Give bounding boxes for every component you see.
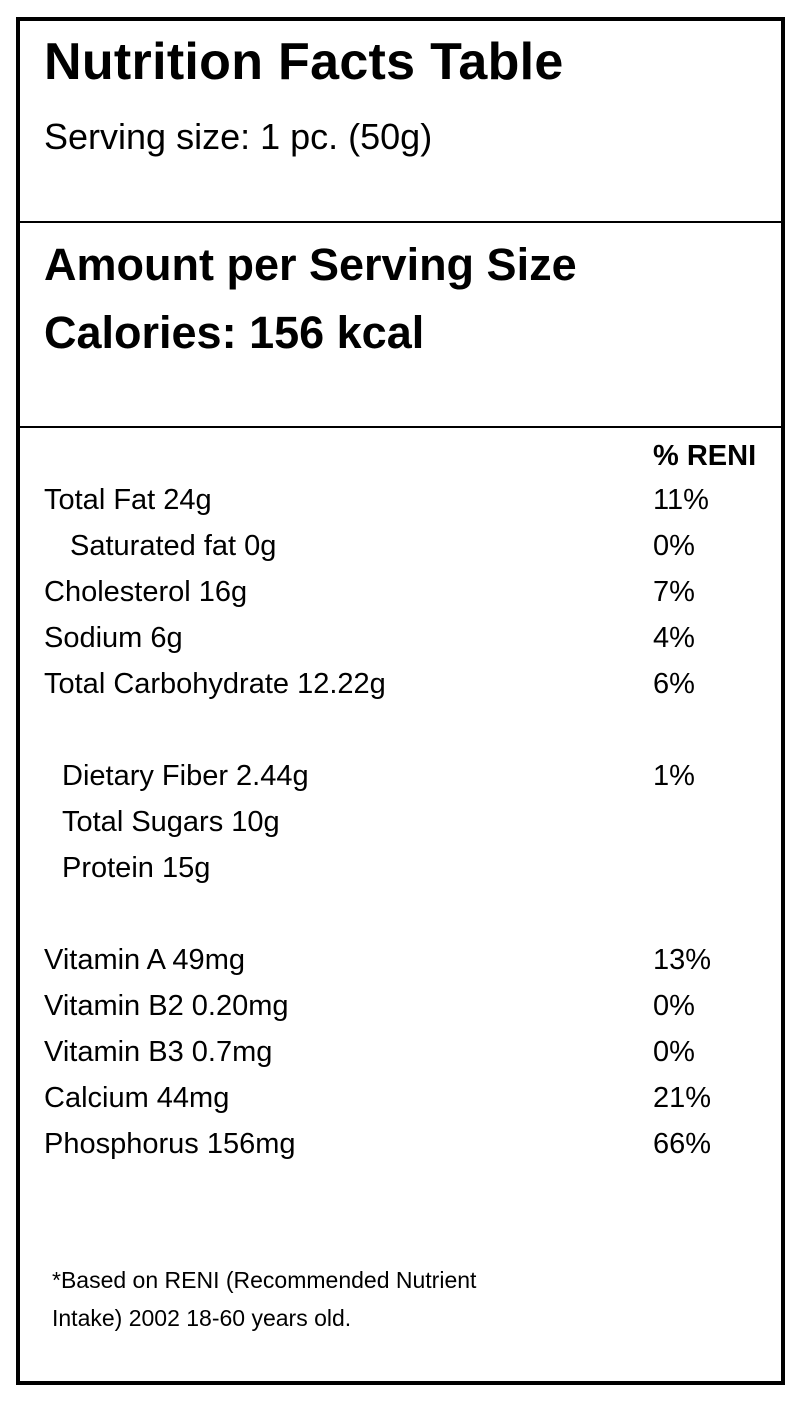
nutrient-reni: 1% (653, 760, 695, 792)
section-divider (20, 221, 781, 223)
nutrient-row: Calcium 44mg 21% (44, 1078, 764, 1118)
amount-per-serving-heading: Amount per Serving Size (44, 239, 577, 290)
nutrient-row: Vitamin B2 0.20mg 0% (44, 986, 764, 1026)
nutrient-name: Dietary Fiber 2.44g (62, 760, 309, 792)
nutrient-name: Total Carbohydrate 12.22g (44, 668, 386, 700)
footnote-line: Intake) 2002 18-60 years old. (52, 1305, 352, 1331)
nutrient-name: Vitamin A 49mg (44, 944, 245, 976)
nutrient-name: Phosphorus 156mg (44, 1128, 296, 1160)
nutrient-reni: 11% (653, 484, 709, 516)
nutrient-row: Protein 15g (44, 848, 764, 888)
calories-value: Calories: 156 kcal (44, 307, 425, 358)
nutrient-name: Vitamin B3 0.7mg (44, 1036, 273, 1068)
nutrient-name: Protein 15g (62, 852, 211, 884)
nutrient-row: Vitamin B3 0.7mg 0% (44, 1032, 764, 1072)
nutrient-row: Total Sugars 10g (44, 802, 764, 842)
label-title: Nutrition Facts Table (44, 33, 564, 91)
nutrient-reni: 6% (653, 668, 695, 700)
nutrient-reni: 7% (653, 576, 695, 608)
nutrient-name: Saturated fat 0g (70, 530, 277, 562)
nutrient-row: Sodium 6g 4% (44, 618, 764, 658)
nutrient-reni: 0% (653, 530, 695, 562)
reni-column-header: % RENI (653, 440, 757, 472)
nutrient-name: Calcium 44mg (44, 1082, 230, 1114)
nutrient-name: Total Sugars 10g (62, 806, 280, 838)
nutrient-row: Phosphorus 156mg 66% (44, 1124, 764, 1164)
nutrient-row: Total Carbohydrate 12.22g 6% (44, 664, 764, 704)
footnote: *Based on RENI (Recommended Nutrient Int… (52, 1261, 692, 1337)
nutrient-reni: 21% (653, 1082, 712, 1114)
serving-size: Serving size: 1 pc. (50g) (44, 116, 433, 157)
nutrient-name: Vitamin B2 0.20mg (44, 990, 289, 1022)
section-divider (20, 426, 781, 428)
footnote-line: *Based on RENI (Recommended Nutrient (52, 1267, 477, 1293)
nutrient-row: Dietary Fiber 2.44g 1% (44, 756, 764, 796)
nutrient-name: Sodium 6g (44, 622, 183, 654)
nutrient-reni: 66% (653, 1128, 712, 1160)
nutrient-name: Cholesterol 16g (44, 576, 248, 608)
nutrient-name: Total Fat 24g (44, 484, 212, 516)
nutrient-row: Saturated fat 0g 0% (44, 526, 764, 566)
nutrient-reni: 13% (653, 944, 712, 976)
nutrient-row: Vitamin A 49mg 13% (44, 940, 764, 980)
nutrient-reni: 4% (653, 622, 695, 654)
nutrient-reni: 0% (653, 990, 695, 1022)
nutrient-row: Total Fat 24g 11% (44, 480, 764, 520)
nutrient-reni: 0% (653, 1036, 695, 1068)
nutrition-facts-label: Nutrition Facts Table Serving size: 1 pc… (16, 17, 785, 1385)
nutrient-row: Cholesterol 16g 7% (44, 572, 764, 612)
